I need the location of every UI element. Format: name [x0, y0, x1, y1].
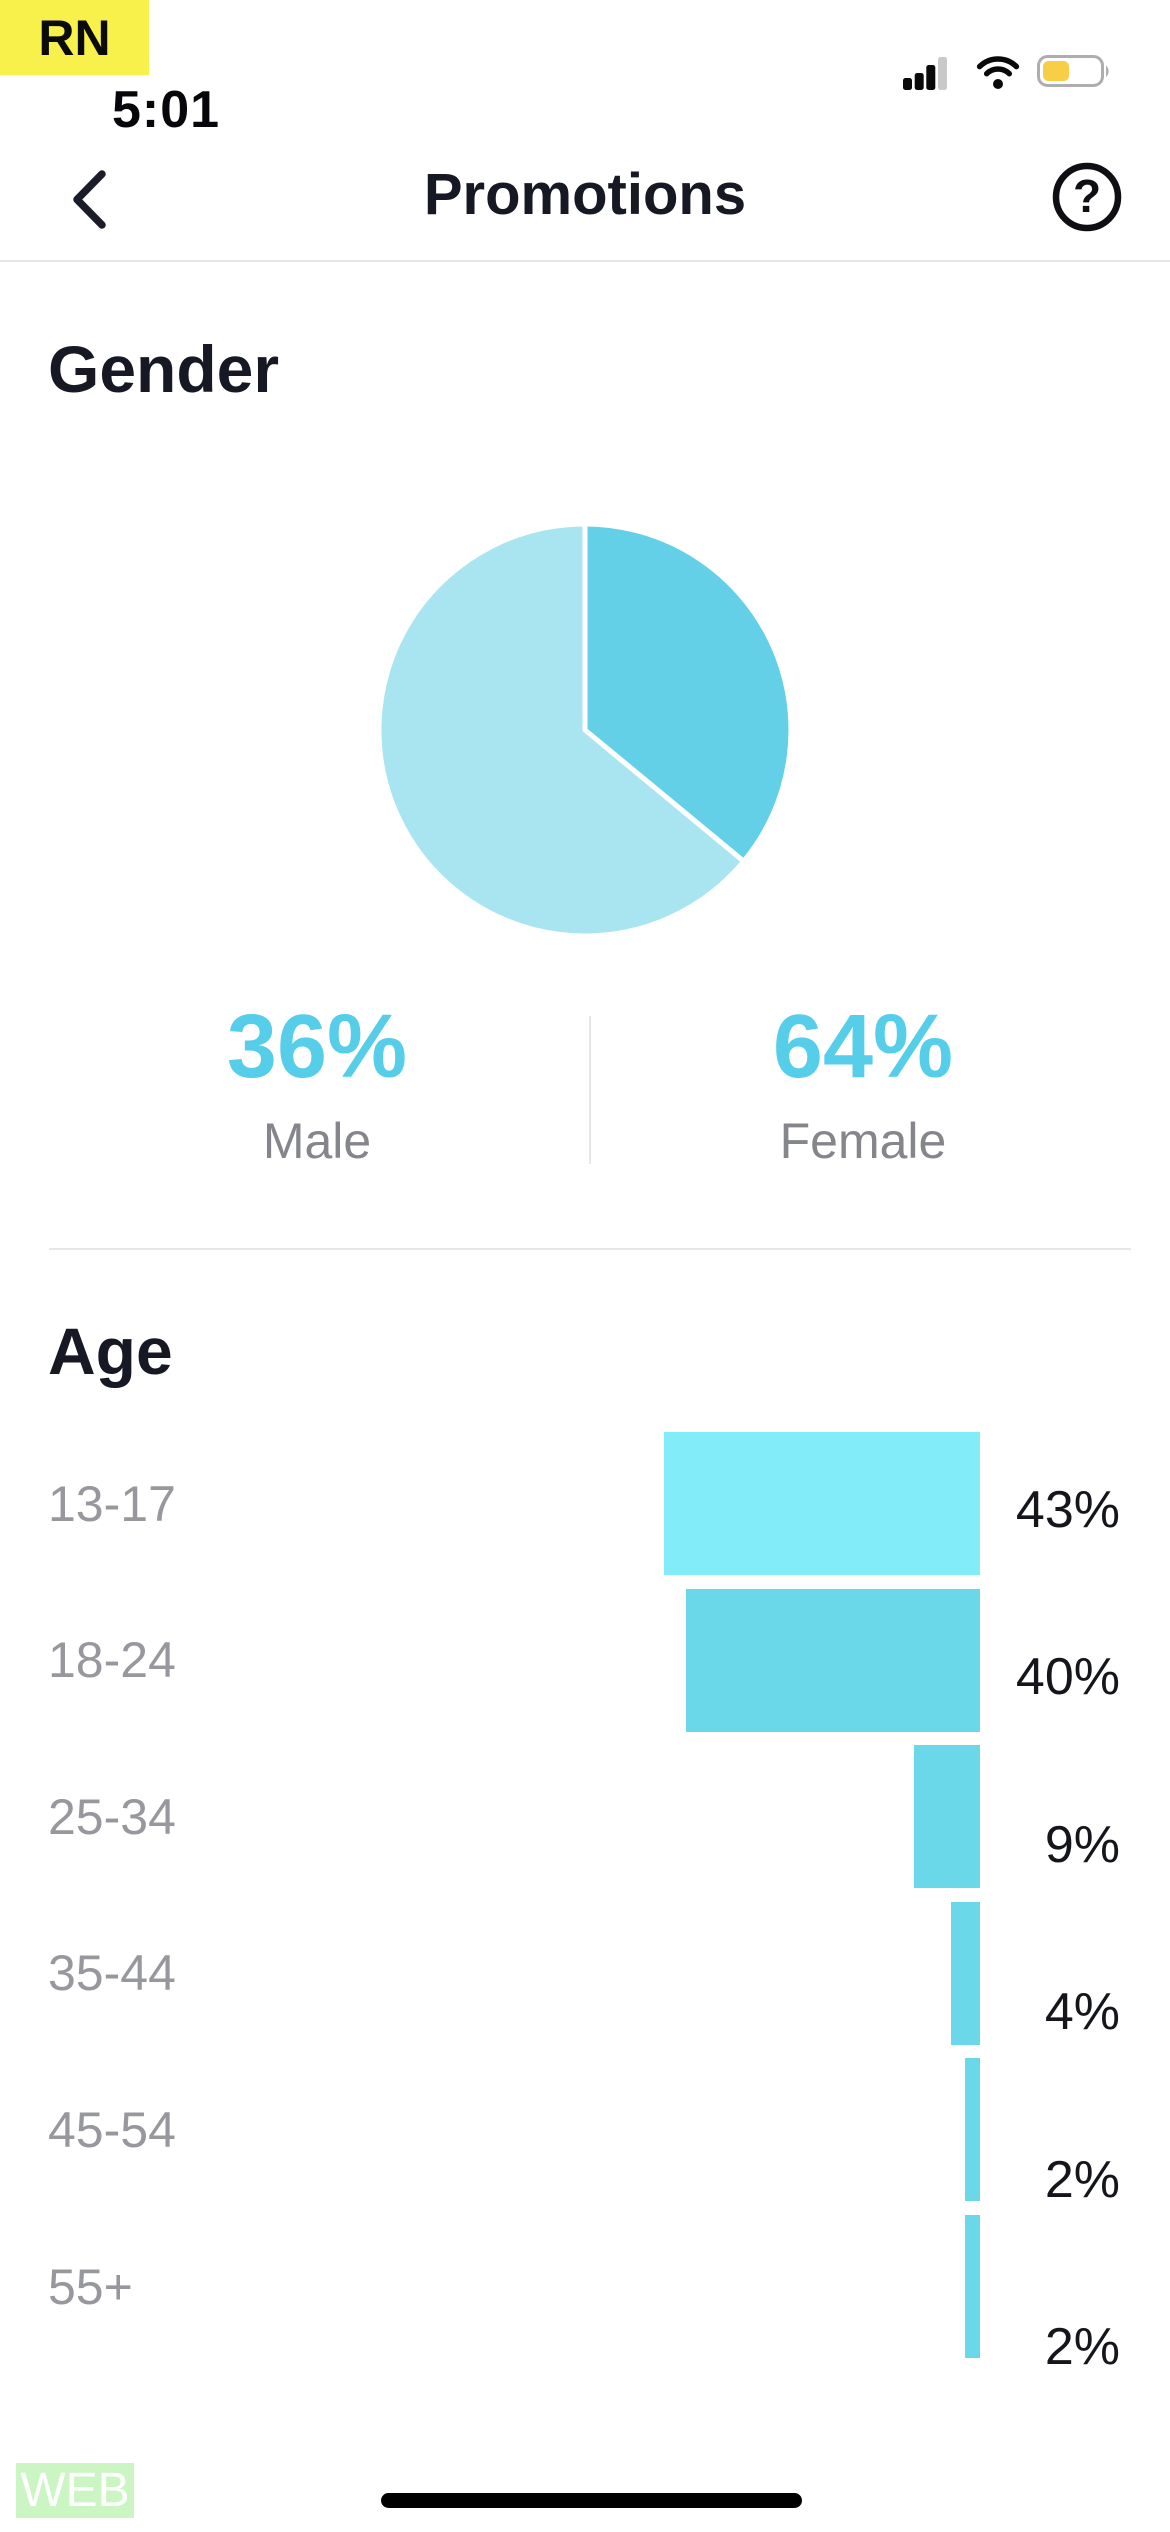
- age-bar: [965, 2215, 980, 2358]
- age-heading: Age: [48, 1314, 173, 1388]
- age-category-label: 25-34: [48, 1788, 176, 1845]
- age-bar: [950, 1901, 980, 2045]
- age-value-label: 43%: [1015, 1481, 1120, 1539]
- platform-badge: WEB: [16, 2463, 134, 2518]
- gender-stats-divider: [589, 1016, 591, 1164]
- gender-stat-female: 64% Female: [673, 997, 1053, 1169]
- age-bar: [913, 1745, 980, 1889]
- header-divider: [0, 260, 1170, 262]
- age-category-label: 45-54: [48, 2101, 176, 2158]
- age-value-label: 40%: [1015, 1648, 1120, 1707]
- male-label: Male: [262, 1112, 372, 1169]
- gender-stat-male: 36% Male: [127, 997, 507, 1169]
- question-mark-icon: ?: [1052, 162, 1122, 231]
- chevron-left-icon: [73, 169, 106, 229]
- page-title: Promotions: [423, 162, 747, 227]
- back-button[interactable]: [36, 150, 126, 240]
- age-value-label: 2%: [1044, 2318, 1120, 2376]
- help-button[interactable]: ?: [1040, 151, 1130, 241]
- male-percent: 36%: [226, 997, 408, 1097]
- home-indicator[interactable]: [381, 2493, 802, 2508]
- age-value-label: 4%: [1044, 1983, 1120, 2042]
- age-bar: [685, 1588, 980, 1732]
- age-bar: [965, 2058, 980, 2202]
- cellular-signal-icon: [903, 57, 947, 90]
- female-label: Female: [779, 1112, 947, 1169]
- wifi-icon: [976, 56, 1020, 89]
- battery-icon: [1037, 55, 1109, 87]
- section-divider: [49, 1248, 1131, 1250]
- age-value-label: 9%: [1044, 1815, 1120, 1874]
- env-badge: RN: [0, 0, 149, 75]
- age-category-label: 35-44: [48, 1945, 176, 2002]
- age-category-label: 55+: [48, 2258, 133, 2315]
- female-percent: 64%: [772, 997, 954, 1097]
- age-category-label: 13-17: [48, 1475, 176, 1532]
- age-category-label: 18-24: [48, 1632, 176, 1689]
- pie-slice-female: [377, 522, 747, 938]
- pie-slice-male: [582, 522, 793, 864]
- question-mark-glyph: ?: [1073, 170, 1101, 222]
- age-bar: [663, 1432, 980, 1575]
- gender-heading: Gender: [48, 332, 280, 406]
- gender-pie-chart: [377, 522, 793, 938]
- status-time: 5:01: [112, 81, 221, 139]
- age-value-label: 2%: [1044, 2150, 1120, 2209]
